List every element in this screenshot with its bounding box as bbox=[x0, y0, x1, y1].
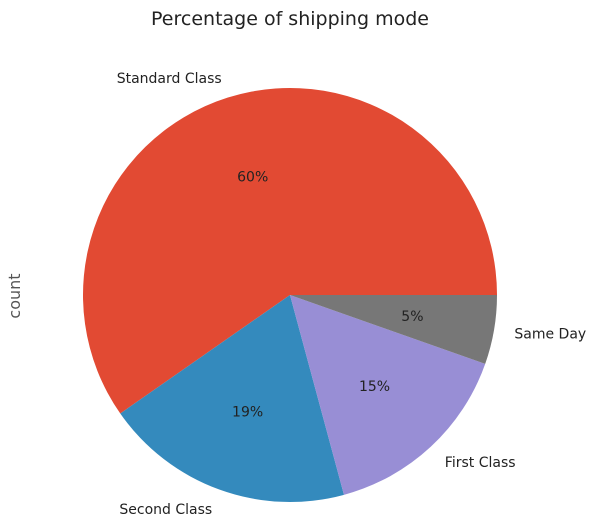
slice-label-first-class: First Class bbox=[445, 455, 516, 471]
slice-label-standard-class: Standard Class bbox=[117, 71, 222, 87]
pie-labels: Standard Class 60% Second Class 19% First Cl… bbox=[117, 71, 586, 518]
pie-slice-second-class bbox=[120, 295, 344, 502]
chart-title: Percentage of shipping mode bbox=[151, 8, 429, 30]
pie-slice-first-class bbox=[290, 295, 486, 495]
pie-slice-standard-class bbox=[82, 87, 497, 414]
pie-slice-same-day bbox=[290, 295, 497, 364]
pie-slices bbox=[82, 87, 497, 502]
pct-label-standard-class: 60% bbox=[237, 170, 268, 186]
slice-label-same-day: Same Day bbox=[514, 326, 586, 342]
slice-label-second-class: Second Class bbox=[119, 502, 212, 518]
y-axis-label: count bbox=[5, 273, 24, 318]
pct-label-second-class: 19% bbox=[232, 405, 263, 421]
pct-label-first-class: 15% bbox=[359, 379, 390, 395]
pct-label-same-day: 5% bbox=[401, 309, 423, 325]
